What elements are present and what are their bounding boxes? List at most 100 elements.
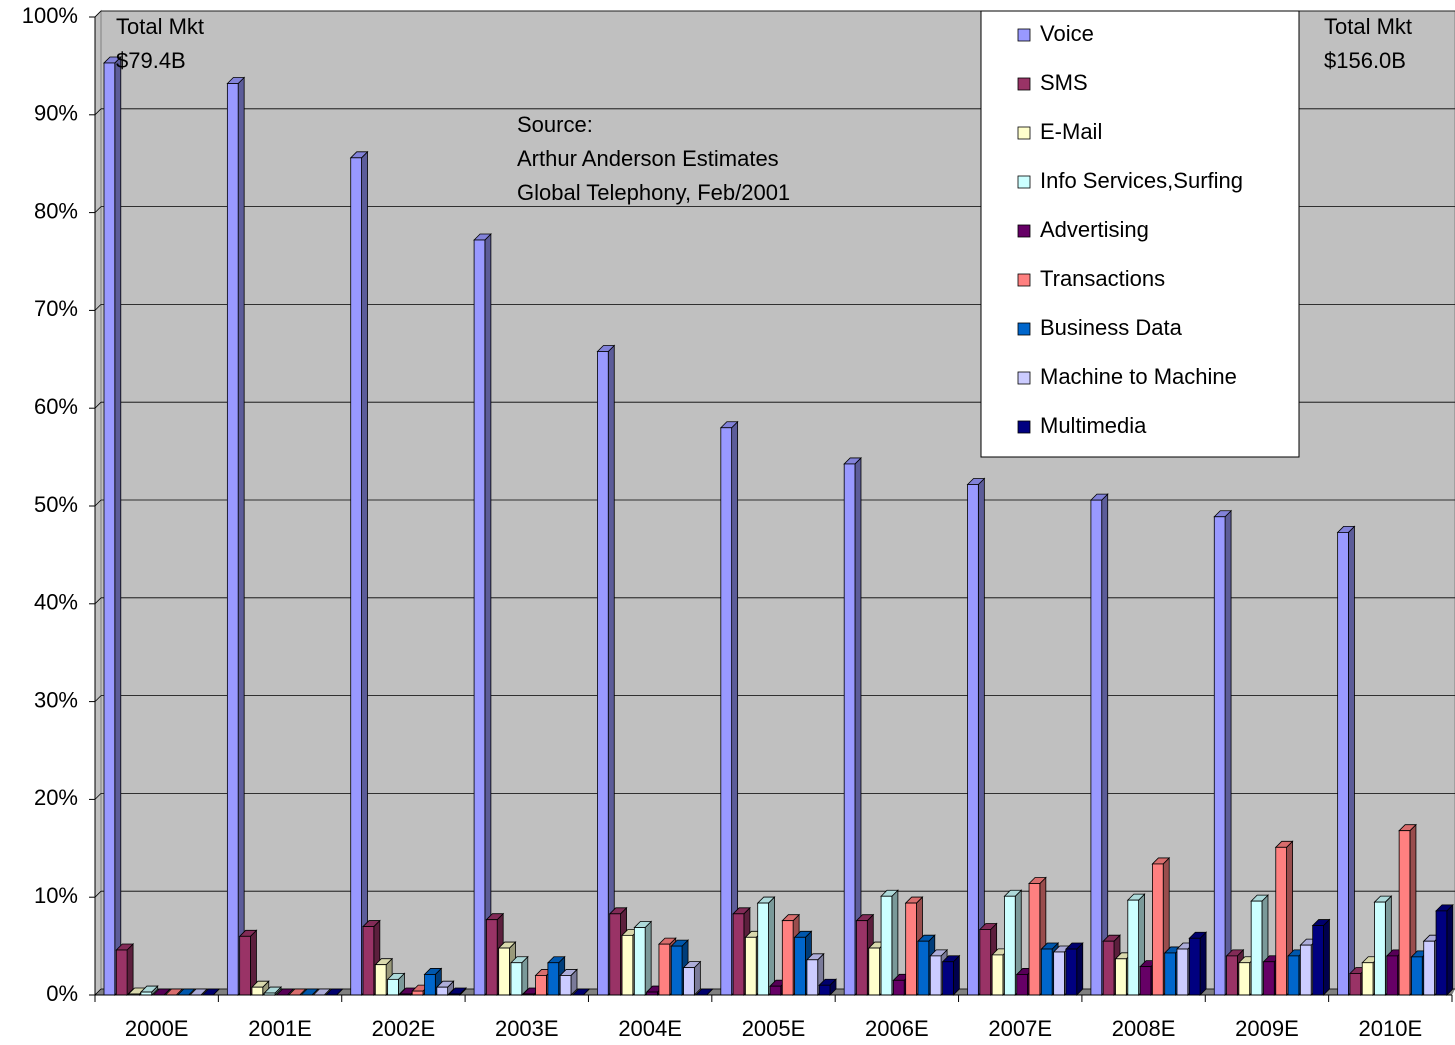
x-tick-label: 2010E <box>1359 1016 1423 1041</box>
bar-front <box>239 935 251 996</box>
bar-front <box>1423 940 1435 996</box>
bar-front <box>485 919 498 996</box>
bar-front <box>510 962 523 996</box>
bar-front <box>1139 966 1152 996</box>
legend-label: Info Services,Surfing <box>1040 168 1243 193</box>
bar <box>843 456 862 996</box>
y-tick-label: 20% <box>34 785 78 810</box>
bar <box>966 477 986 996</box>
grid-line <box>94 597 102 605</box>
bar <box>1213 509 1233 996</box>
bar <box>1089 493 1109 996</box>
bar-side <box>731 420 739 996</box>
bar-front <box>1004 895 1016 996</box>
bar <box>349 150 369 996</box>
y-tick-label: 100% <box>22 3 78 28</box>
x-tick-label: 2001E <box>248 1016 312 1041</box>
bar-front <box>597 351 609 996</box>
grid-line <box>94 793 102 800</box>
bar <box>682 960 702 996</box>
y-tick-label: 60% <box>34 394 78 419</box>
legend-swatch <box>1017 175 1031 189</box>
bar <box>633 920 653 996</box>
bar-front <box>387 978 399 996</box>
legend <box>980 10 1300 458</box>
bar <box>435 980 455 996</box>
bar <box>238 929 258 996</box>
bar-front <box>732 913 745 996</box>
bar-front <box>473 239 486 996</box>
y-tick-label: 50% <box>34 492 78 517</box>
annotation: $79.4B <box>116 48 186 73</box>
bar-side <box>607 344 615 996</box>
bar-front <box>818 984 831 996</box>
bar <box>103 56 122 996</box>
annotation: Arthur Anderson Estimates <box>517 146 779 171</box>
legend-swatch <box>1017 224 1031 238</box>
bar-side <box>237 76 245 996</box>
bar-front <box>424 974 436 996</box>
grid-line <box>94 890 102 898</box>
bar-side <box>126 943 134 996</box>
bar-front <box>1435 910 1448 996</box>
legend-label: Machine to Machine <box>1040 364 1237 389</box>
x-tick-label: 2005E <box>742 1016 806 1041</box>
bar <box>1188 931 1208 996</box>
bar-front <box>547 962 560 996</box>
legend-swatch <box>1017 322 1031 336</box>
bar-front <box>1226 955 1238 996</box>
bar-front <box>929 955 942 996</box>
bar-front <box>559 975 572 996</box>
bar-front <box>362 926 375 996</box>
bar-front <box>868 947 880 996</box>
bar-front <box>1411 956 1423 996</box>
y-tick-label: 30% <box>34 687 78 712</box>
legend-label: Advertising <box>1040 217 1149 242</box>
annotation: $156.0B <box>1324 48 1406 73</box>
bar-side <box>644 920 652 996</box>
legend-label: Transactions <box>1040 266 1165 291</box>
bars <box>103 56 1454 996</box>
x-tick-label: 2003E <box>495 1016 559 1041</box>
bar-front <box>1053 951 1065 996</box>
grid-line <box>94 304 102 311</box>
legend-swatch <box>1017 126 1031 140</box>
legend-swatch <box>1017 420 1031 434</box>
bar-front <box>658 943 671 996</box>
bar-side <box>361 150 368 996</box>
bar-front <box>769 985 782 996</box>
bar-front <box>1287 955 1300 996</box>
bar <box>1435 903 1454 996</box>
bar-front <box>1213 516 1226 996</box>
y-tick-label: 0% <box>46 981 78 1006</box>
grid-line <box>94 206 102 213</box>
legend-label: Multimedia <box>1040 413 1147 438</box>
annotation: Source: <box>517 112 593 137</box>
bar-front <box>979 929 992 996</box>
bar-side <box>1101 493 1109 996</box>
bar-side <box>484 233 492 996</box>
bar-front <box>1250 900 1263 996</box>
bar <box>756 896 776 996</box>
bar-front <box>350 157 362 996</box>
y-tick-label: 70% <box>34 296 78 321</box>
x-tick-label: 2000E <box>125 1016 189 1041</box>
bar-front <box>781 920 794 996</box>
bar-front <box>1275 846 1287 996</box>
bar-front <box>892 979 905 996</box>
grid-line <box>94 10 102 18</box>
legend-label: E-Mail <box>1040 119 1102 144</box>
bar-side <box>768 896 775 996</box>
bar-front <box>1398 830 1411 996</box>
bar <box>596 344 616 996</box>
bar-front <box>991 954 1004 996</box>
x-tick-label: 2002E <box>372 1016 436 1041</box>
bar <box>226 76 246 996</box>
bar-side <box>114 56 122 996</box>
bar-front <box>535 975 547 996</box>
bar-front <box>683 967 695 996</box>
bar <box>1064 942 1084 996</box>
bar-front <box>1152 863 1164 996</box>
bar <box>1311 918 1331 996</box>
bar-front <box>1164 952 1176 996</box>
